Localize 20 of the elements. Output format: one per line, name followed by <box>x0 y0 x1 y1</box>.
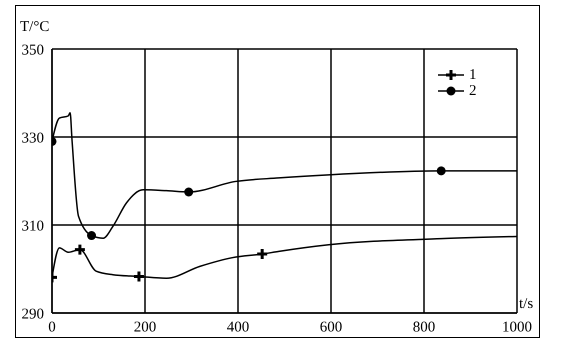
y-axis-title: T/°C <box>20 19 50 35</box>
x-tick-label: 0 <box>48 320 56 336</box>
x-tick-label: 800 <box>412 320 436 336</box>
x-tick-label: 200 <box>134 320 156 336</box>
x-axis-title: t/s <box>519 296 534 312</box>
point <box>436 166 446 176</box>
x-tick-label: 400 <box>226 320 250 336</box>
y-tick-label: 310 <box>22 218 44 234</box>
x-tick-label: 600 <box>320 320 342 336</box>
y-tick-label: 330 <box>22 130 44 146</box>
point <box>87 231 96 240</box>
legend-label: 1 <box>469 66 476 84</box>
point <box>184 188 194 196</box>
point <box>74 244 85 255</box>
legend-label: 2 <box>469 82 476 100</box>
point <box>257 249 268 260</box>
x-tick-label: 1000 <box>502 320 532 336</box>
y-tick-label: 290 <box>22 306 44 322</box>
y-tick-label: 350 <box>22 42 44 58</box>
point <box>134 271 144 282</box>
